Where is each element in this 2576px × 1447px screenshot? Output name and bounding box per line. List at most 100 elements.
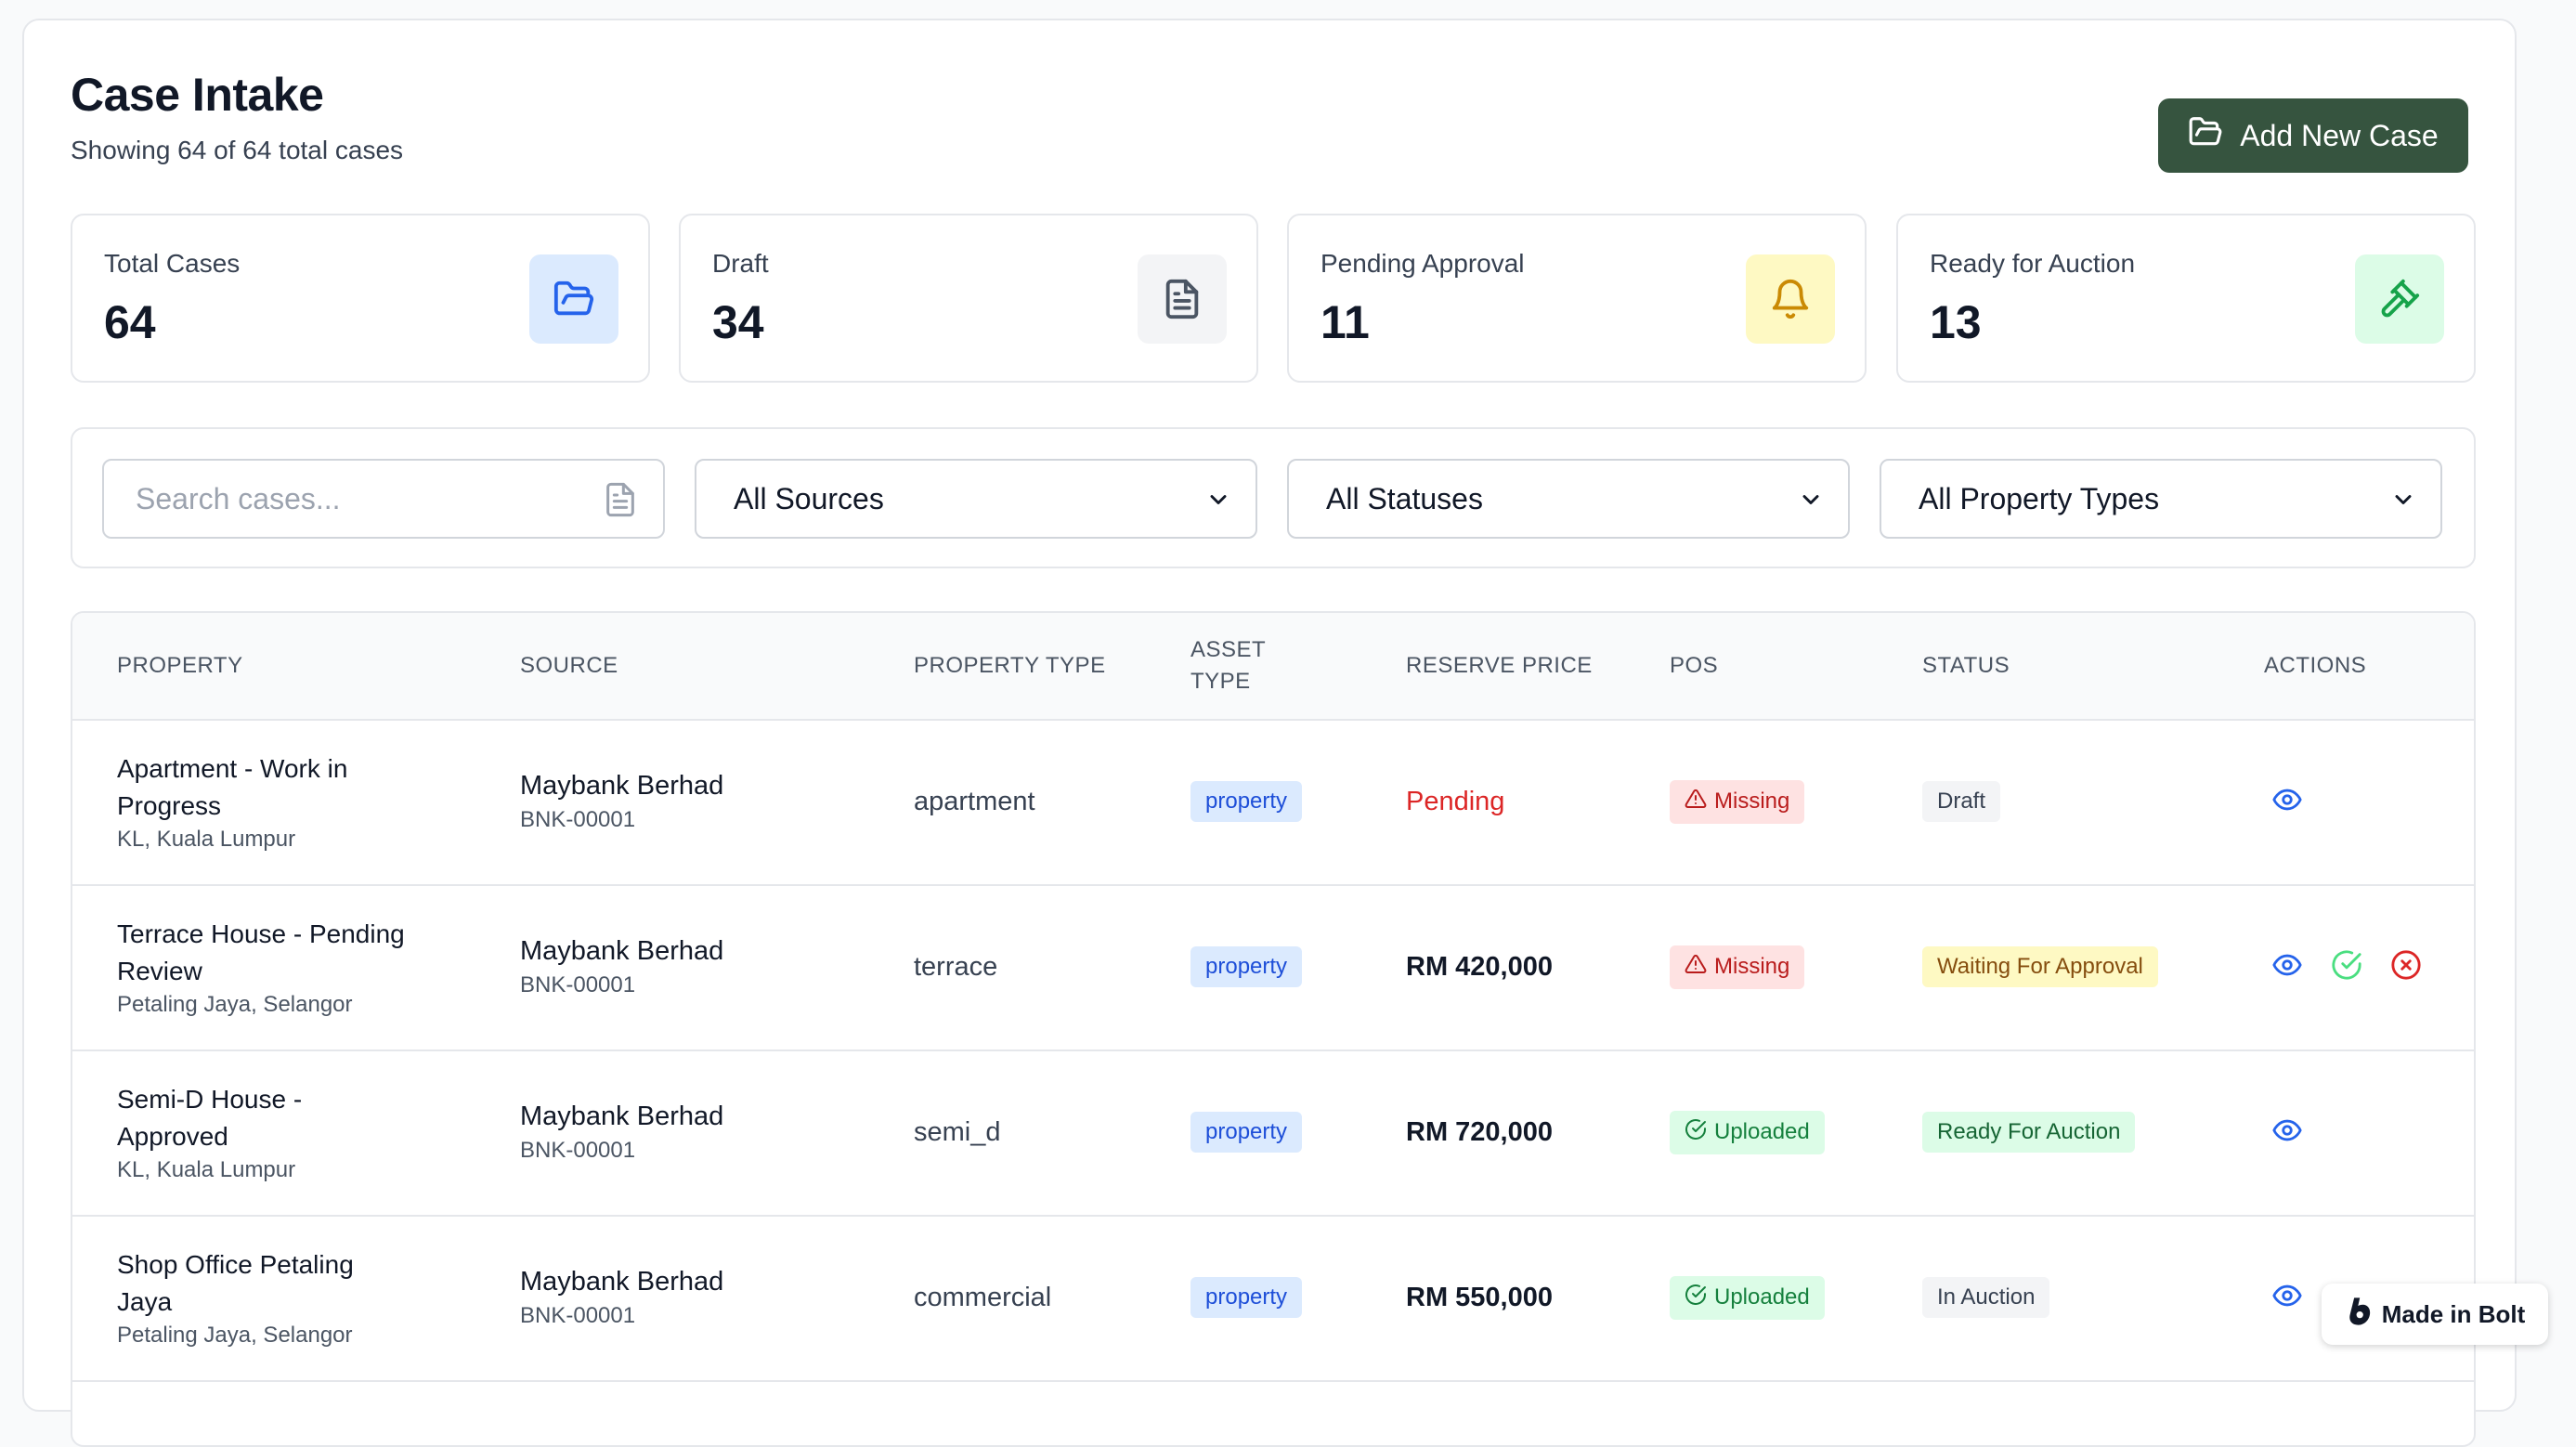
case-count-subtitle: Showing 64 of 64 total cases [71, 136, 404, 164]
status-cell: Waiting For Approval [1922, 884, 2158, 1049]
stat-label: Total Cases [104, 249, 241, 278]
cases-table: PROPERTY SOURCE PROPERTY TYPE ASSET TYPE… [71, 611, 2476, 1447]
column-header-asset-type: ASSET TYPE [1190, 637, 1266, 694]
made-in-bolt-badge[interactable]: Made in Bolt [2322, 1284, 2548, 1345]
pos-status-text: Missing [1714, 789, 1790, 814]
eye-icon[interactable] [2271, 1280, 2303, 1316]
pos-badge: Uploaded [1670, 1110, 1825, 1154]
pos-badge: Missing [1670, 779, 1805, 824]
column-header-property: PROPERTY [117, 653, 243, 679]
property-type-cell: apartment [914, 719, 1035, 884]
property-type-cell: semi_d [914, 1049, 1001, 1215]
source-code: BNK-00001 [520, 1302, 636, 1328]
pos-cell: Uploaded [1670, 1049, 1825, 1215]
property-type-cell: terrace [914, 884, 997, 1049]
property-location: KL, Kuala Lumpur [117, 1157, 296, 1182]
pos-cell: Missing [1670, 884, 1805, 1049]
status-select-value: All Statuses [1326, 481, 1483, 515]
property-type-select[interactable]: All Property Types [1880, 459, 2442, 539]
reserve-price-cell: RM 420,000 [1406, 884, 1553, 1049]
property-type-cell: commercial [914, 1215, 1051, 1380]
stat-value: 13 [1930, 296, 1982, 348]
folder-open-icon [2188, 114, 2223, 157]
reject-x-icon[interactable] [2390, 949, 2422, 985]
asset-type-cell: property [1190, 1215, 1303, 1380]
actions-cell [2271, 1215, 2303, 1380]
source-cell: Maybank Berhad BNK-00001 [520, 1049, 723, 1215]
table-row[interactable]: Apartment - Work in Progress KL, Kuala L… [72, 719, 2474, 886]
eye-icon[interactable] [2271, 1115, 2303, 1151]
property-cell: Semi-D House - Approved KL, Kuala Lumpur [117, 1049, 414, 1215]
property-cell: Shop Office Petaling Jaya Petaling Jaya,… [117, 1215, 414, 1380]
stat-value: 34 [712, 296, 764, 348]
column-header-pos: POS [1670, 653, 1719, 679]
status-cell: In Auction [1922, 1215, 2050, 1380]
stat-value: 11 [1321, 296, 1370, 348]
add-new-case-label: Add New Case [2240, 118, 2439, 152]
warning-triangle-icon [1685, 953, 1707, 982]
actions-cell [2271, 1049, 2303, 1215]
warning-triangle-icon [1685, 788, 1707, 816]
reserve-price: RM 550,000 [1406, 1282, 1553, 1312]
chevron-down-icon [2390, 481, 2416, 526]
bolt-logo-icon [2345, 1296, 2373, 1334]
reserve-price: Pending [1406, 786, 1505, 816]
eye-icon[interactable] [2271, 784, 2303, 820]
source-name: Maybank Berhad [520, 1266, 724, 1297]
table-row[interactable]: Terrace House - Pending Review Petaling … [72, 884, 2474, 1051]
source-code: BNK-00001 [520, 1137, 636, 1163]
document-icon [602, 481, 639, 526]
eye-icon[interactable] [2271, 949, 2303, 985]
status-cell: Ready For Auction [1922, 1049, 2136, 1215]
table-row[interactable]: Shop Office Petaling Jaya Petaling Jaya,… [72, 1215, 2474, 1382]
asset-type-badge: property [1190, 781, 1303, 822]
property-location: Petaling Jaya, Selangor [117, 992, 353, 1017]
stat-label: Pending Approval [1321, 249, 1525, 278]
source-select-value: All Sources [734, 481, 884, 515]
property-location: Petaling Jaya, Selangor [117, 1323, 353, 1348]
property-name: Terrace House - Pending Review [117, 919, 405, 985]
property-cell: Apartment - Work in Progress KL, Kuala L… [117, 719, 414, 884]
reserve-price-cell: RM 720,000 [1406, 1049, 1553, 1215]
property-type-select-value: All Property Types [1919, 481, 2160, 515]
pos-status-text: Missing [1714, 954, 1790, 979]
property-name: Apartment - Work in Progress [117, 754, 348, 820]
source-name: Maybank Berhad [520, 1101, 724, 1131]
chevron-down-icon [1798, 481, 1824, 526]
pos-status-text: Uploaded [1714, 1119, 1810, 1144]
reserve-price: RM 720,000 [1406, 1116, 1553, 1147]
source-code: BNK-00001 [520, 806, 636, 832]
status-select[interactable]: All Statuses [1287, 459, 1850, 539]
stat-card-total-cases: Total Cases 64 [71, 214, 650, 383]
gavel-icon [2355, 254, 2444, 344]
table-row[interactable]: Semi-D House - Approved KL, Kuala Lumpur… [72, 1049, 2474, 1217]
source-name: Maybank Berhad [520, 935, 724, 966]
asset-type-cell: property [1190, 1049, 1303, 1215]
property-type: commercial [914, 1282, 1052, 1312]
column-header-reserve-price: RESERVE PRICE [1406, 653, 1593, 679]
property-type: terrace [914, 951, 998, 982]
source-code: BNK-00001 [520, 971, 636, 997]
asset-type-badge: property [1190, 1277, 1303, 1318]
check-circle-icon [1685, 1118, 1707, 1147]
search-input[interactable]: Search cases... [102, 459, 665, 539]
stat-card-pending-approval: Pending Approval 11 [1287, 214, 1867, 383]
check-circle-icon [1685, 1284, 1707, 1312]
property-type: apartment [914, 786, 1035, 816]
stat-label: Draft [712, 249, 769, 278]
status-badge: Ready For Auction [1922, 1112, 2136, 1153]
source-select[interactable]: All Sources [695, 459, 1257, 539]
table-header: PROPERTY SOURCE PROPERTY TYPE ASSET TYPE… [72, 613, 2474, 721]
actions-cell [2271, 719, 2303, 884]
stat-card-ready-for-auction: Ready for Auction 13 [1896, 214, 2476, 383]
case-intake-page: Case Intake Showing 64 of 64 total cases… [22, 19, 2517, 1447]
pos-cell: Missing [1670, 719, 1805, 884]
source-cell: Maybank Berhad BNK-00001 [520, 1215, 723, 1380]
chevron-down-icon [1205, 481, 1231, 526]
approve-check-icon[interactable] [2331, 949, 2362, 985]
folder-open-icon [529, 254, 618, 344]
pos-cell: Uploaded [1670, 1215, 1825, 1380]
add-new-case-button[interactable]: Add New Case [2158, 98, 2468, 173]
pos-status-text: Uploaded [1714, 1284, 1810, 1310]
property-name: Semi-D House - Approved [117, 1085, 303, 1151]
